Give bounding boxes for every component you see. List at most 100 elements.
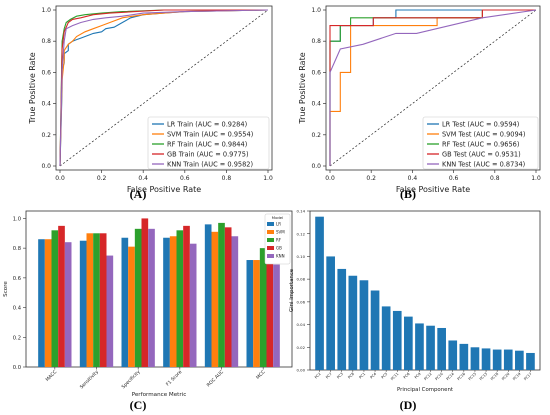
y-tick-label: 0.0	[311, 163, 321, 170]
bar-svm	[128, 246, 135, 367]
legend-entry: GB Train (AUC = 0.9775)	[167, 150, 249, 158]
x-tick-label: PC17	[523, 372, 532, 381]
bar-svm	[44, 239, 52, 367]
x-tick-label: PC15	[468, 372, 477, 381]
chance-diagonal	[59, 9, 269, 167]
x-tick-label: ROC AUC	[206, 369, 225, 388]
legend-entry: KNN Test (AUC = 0.8734)	[442, 160, 525, 168]
x-tick-label: PC3	[336, 372, 344, 380]
plot-frame	[55, 5, 273, 171]
importance-bar	[426, 325, 435, 370]
y-tick-label: 0.8	[41, 38, 51, 45]
roc-curve-knn	[59, 9, 269, 167]
importance-bar	[326, 256, 335, 370]
x-tick-label: PC20	[501, 371, 511, 381]
bar-lr	[38, 239, 45, 367]
importance-bar	[515, 350, 524, 370]
importance-bar	[315, 216, 324, 370]
y-tick-label: 0.4	[41, 101, 51, 108]
x-axis-label: False Positive Rate	[127, 185, 201, 194]
x-tick-label: 0.8	[222, 175, 232, 182]
bar-gb	[141, 218, 149, 367]
y-tick-label: 0.00	[297, 368, 306, 373]
legend-entry: LR Train (AUC = 0.9284)	[167, 120, 247, 128]
x-tick-label: PC12	[423, 372, 432, 381]
plot-frame	[25, 210, 293, 368]
x-tick-label: 0.6	[180, 175, 190, 182]
x-tick-label: MCC	[255, 369, 267, 381]
x-tick-label: 0.2	[97, 175, 107, 182]
legend-entry: LR Test (AUC = 0.9594)	[442, 120, 519, 128]
legend-entry: SVM	[276, 230, 285, 235]
bar-lr	[246, 260, 254, 367]
importance-bar	[404, 316, 413, 370]
x-tick-label: 1.0	[263, 175, 273, 182]
bar-gb	[224, 227, 232, 367]
importance-bar	[470, 347, 480, 370]
x-axis-label: Performance Metric	[132, 392, 187, 398]
importance-bar	[437, 327, 446, 370]
legend-entry: LR	[276, 222, 281, 227]
importance-bar	[348, 275, 358, 370]
bar-rf	[93, 233, 100, 367]
bar-rf	[218, 222, 225, 367]
bar-knn	[273, 264, 280, 367]
legend-entry: SVM Train (AUC = 0.9554)	[167, 130, 253, 138]
x-tick-label: Specificity	[121, 369, 142, 390]
roc-curve-knn	[329, 9, 537, 166]
x-tick-label: 0.4	[408, 175, 418, 182]
bar-knn	[106, 255, 114, 367]
y-tick-label: 0.4	[311, 101, 321, 108]
legend-entry: SVM Test (AUC = 0.9094)	[442, 130, 525, 138]
y-tick-label: 0.2	[311, 132, 321, 139]
bar-svm	[86, 233, 94, 367]
legend-box	[422, 116, 539, 170]
y-axis-label: True Positive Rate	[298, 52, 307, 124]
chance-diagonal	[329, 9, 537, 167]
y-tick-label: 0.04	[297, 322, 306, 327]
bar-rf	[259, 248, 267, 367]
x-tick-label: PC14	[446, 371, 456, 381]
bar-gb	[58, 225, 65, 367]
x-tick-label: 0.4	[138, 175, 148, 182]
x-tick-label: PC1	[358, 372, 366, 380]
importance-bar	[481, 348, 491, 370]
x-tick-label: PC5	[381, 372, 389, 380]
y-tick-label: 0.8	[13, 246, 21, 252]
legend-entry: RF Train (AUC = 0.9844)	[167, 140, 247, 148]
x-tick-label: PC7	[325, 372, 333, 380]
plot-frame	[309, 210, 541, 371]
y-tick-label: 0.4	[13, 306, 22, 312]
bar-lr	[163, 237, 170, 367]
importance-bar	[526, 352, 535, 370]
importance-bar	[415, 323, 424, 370]
bar-lr	[121, 237, 129, 367]
y-tick-label: 0.8	[311, 38, 321, 45]
panel-label: (C)	[130, 398, 147, 412]
importance-bar	[337, 268, 347, 370]
bar-knn	[148, 228, 155, 367]
x-axis-label: Principal Component	[397, 387, 453, 393]
y-tick-label: 0.0	[41, 163, 51, 170]
x-tick-label: Sensitivity	[79, 369, 100, 390]
legend-title: Model	[272, 215, 283, 220]
legend-swatch	[267, 254, 274, 258]
importance-bar	[448, 340, 458, 370]
bar-gb	[266, 234, 274, 367]
y-tick-label: 1.0	[311, 7, 321, 14]
y-tick-label: 0.02	[297, 345, 306, 350]
y-tick-label: 0.0	[13, 365, 21, 371]
bar-svm	[211, 231, 219, 367]
legend-entry: KNN	[276, 254, 285, 259]
y-tick-label: 1.0	[13, 216, 21, 222]
importance-bar	[359, 280, 369, 370]
x-tick-label: MACC	[44, 369, 58, 383]
x-tick-label: 0.0	[325, 175, 335, 182]
bar-svm	[169, 236, 177, 367]
x-tick-label: PC16	[457, 371, 467, 381]
y-tick-label: 0.2	[41, 132, 51, 139]
x-tick-label: 0.0	[55, 175, 65, 182]
legend-swatch	[267, 246, 274, 250]
legend-box	[147, 116, 270, 170]
y-tick-label: 0.06	[297, 299, 306, 304]
